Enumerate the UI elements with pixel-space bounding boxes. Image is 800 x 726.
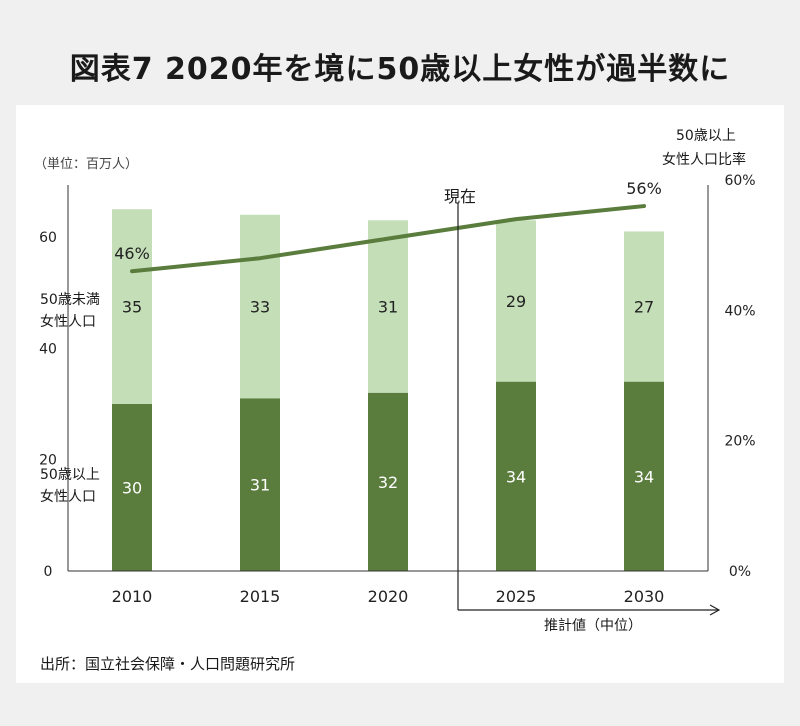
bar-lower-label-2010: 30 [122,479,142,498]
ratio-label-2010: 46% [114,244,150,263]
bar-upper-2015 [240,214,280,399]
ratio-label-2030: 56% [626,179,662,198]
right-tick-40%: 40% [724,303,755,319]
x-tick-2030: 2030 [624,587,665,606]
unit-label: （単位：百万人） [34,157,139,172]
bar-upper-2030 [624,231,664,382]
bar-upper-label-2025: 29 [506,292,526,311]
chart-panel: （単位：百万人） 50歳以上 女性人口比率 現在 50歳未満 女性人口 50歳以… [16,105,784,683]
bar-upper-2020 [368,220,408,393]
chart-svg: 35 30 2010 33 31 2015 31 32 2020 29 34 2025 27 34 2030… [39,173,756,616]
left-tick-40: 40 [39,341,57,357]
x-tick-2010: 2010 [112,587,153,606]
bar-upper-2025 [496,220,536,382]
source-label: 出所：国立社会保障・人口問題研究所 [40,655,296,673]
legend-upper-line1: 50歳未満 [40,292,100,308]
bar-lower-label-2030: 34 [634,467,654,486]
right-tick-20%: 20% [724,434,755,450]
bar-lower-2015 [240,398,280,571]
bar-lower-2020 [368,392,408,571]
legend-lower-line1: 50歳以上 [40,467,100,483]
x-tick-2015: 2015 [240,587,281,606]
chart-title: 図表7 2020年を境に50歳以上女性が過半数に [69,52,731,87]
left-tick-0: 0 [44,564,53,580]
ratio-line [130,204,646,274]
left-tick-60: 60 [39,230,57,246]
right-tick-60%: 60% [724,173,755,189]
bar-lower-label-2015: 31 [250,476,270,495]
right-axis-title-line2: 女性人口比率 [662,152,746,168]
bar-upper-label-2010: 35 [122,298,142,317]
bar-lower-2025 [496,381,536,571]
bar-upper-2010 [112,209,152,404]
x-tick-2025: 2025 [496,587,537,606]
bar-upper-label-2020: 31 [378,298,398,317]
bar-lower-2010 [112,404,152,571]
bar-lower-label-2025: 34 [506,467,526,486]
projection-arrow-head [709,604,721,616]
right-tick-0%: 0% [729,564,751,580]
right-axis-title-line1: 50歳以上 [676,128,736,144]
now-label: 現在 [444,187,477,206]
projection-label: 推計値（中位） [544,618,642,634]
x-tick-2020: 2020 [368,587,409,606]
left-tick-20: 20 [39,453,57,469]
bar-upper-label-2030: 27 [634,298,654,317]
bar-lower-label-2020: 32 [378,473,398,492]
bar-upper-label-2015: 33 [250,298,270,317]
bar-lower-2030 [624,381,664,571]
